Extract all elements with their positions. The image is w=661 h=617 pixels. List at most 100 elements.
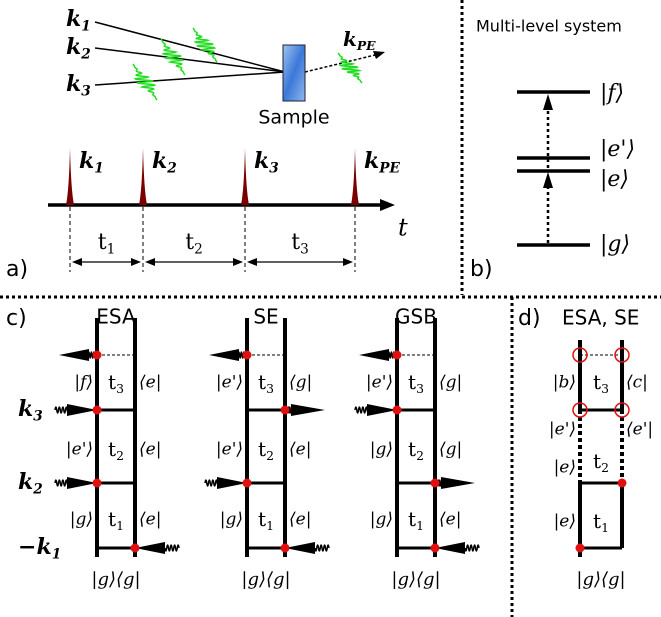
- bra: ⟨e|: [139, 440, 161, 460]
- subscript: 2: [80, 46, 90, 62]
- interaction-dot: [93, 479, 102, 488]
- interaction-dot: [618, 479, 627, 488]
- bra: ⟨e|: [439, 510, 461, 530]
- ket: |g⟩: [370, 510, 393, 530]
- bra: ⟨g|: [439, 373, 462, 393]
- pulse: [66, 148, 74, 205]
- bra: ⟨e'|: [626, 420, 653, 440]
- arrow-head: [131, 258, 141, 266]
- wavy-tail: [55, 480, 69, 486]
- interval-label: t3: [291, 230, 309, 257]
- interaction-dot: [393, 406, 402, 415]
- bra: ⟨e|: [139, 510, 161, 530]
- subscript: 1: [107, 241, 116, 257]
- interval-label: t1: [98, 230, 116, 257]
- bottom-label: |g⟩⟨g|: [576, 569, 625, 590]
- pulse: [241, 148, 249, 205]
- pulse: [351, 148, 359, 205]
- arrow-head: [247, 258, 257, 266]
- line: [95, 48, 285, 72]
- arrow-head: [543, 172, 553, 188]
- subscript: 1: [416, 518, 424, 533]
- bra: ⟨e|: [139, 373, 161, 393]
- interval-label: t3: [258, 370, 274, 396]
- wave-packet-v: [338, 53, 362, 83]
- figure: k1k2k3kPESampletk1k2k3kPEt1t2t3a)Multi-l…: [0, 0, 661, 617]
- subscript: 1: [81, 18, 90, 34]
- panel-title: Multi-level system: [476, 17, 622, 36]
- bottom-label: |g⟩⟨g|: [91, 569, 140, 590]
- bra: ⟨e|: [289, 440, 311, 460]
- arrow-head: [145, 258, 155, 266]
- subscript: 2: [601, 460, 609, 475]
- interaction-dot: [393, 351, 402, 360]
- interaction-dot: [93, 406, 102, 415]
- base: t: [98, 230, 107, 255]
- interval-label: t2: [258, 437, 274, 463]
- subscript: 3: [300, 241, 309, 257]
- subscript: 3: [33, 408, 42, 424]
- subscript: 1: [266, 518, 274, 533]
- bottom-label: |g⟩⟨g|: [241, 569, 290, 590]
- diagram-title: GSB: [395, 305, 437, 329]
- arrow-head: [291, 404, 325, 416]
- base: k: [66, 34, 81, 60]
- panel-label: b): [470, 257, 493, 282]
- ket: |g⟩: [70, 510, 93, 530]
- interaction-dot: [431, 544, 440, 553]
- subscript: 2: [166, 160, 176, 176]
- subscript: 1: [94, 160, 103, 176]
- panel-label: c): [6, 306, 27, 331]
- subscript: 1: [116, 518, 124, 533]
- interval-label: t3: [408, 370, 424, 396]
- subscript: 2: [416, 448, 424, 463]
- arrow-head: [380, 199, 395, 211]
- subscript: 2: [194, 241, 203, 257]
- time-axis-label: t: [398, 214, 408, 242]
- pulse-label: kPE: [364, 148, 400, 176]
- base: t: [108, 370, 116, 394]
- base: k: [79, 148, 94, 174]
- arrow-head: [359, 349, 389, 361]
- diagram-title: ESA, SE: [562, 306, 639, 330]
- level-label: |e'⟩: [600, 137, 635, 162]
- sample: [283, 45, 305, 101]
- bra: ⟨g|: [289, 373, 312, 393]
- interval-label: t1: [258, 507, 274, 533]
- ket: |g⟩: [220, 510, 243, 530]
- ket: |e'⟩: [216, 373, 243, 393]
- panel-label: a): [6, 257, 28, 282]
- interval-label: t2: [185, 230, 203, 257]
- arrow-head: [543, 94, 553, 110]
- subscript: PE: [356, 38, 376, 53]
- interval-label: t2: [108, 437, 124, 463]
- wavy-tail: [165, 545, 179, 551]
- line: [305, 55, 375, 72]
- beam-label: k3: [66, 71, 91, 99]
- base: t: [185, 230, 194, 255]
- interaction-dot: [431, 479, 440, 488]
- subscript: 2: [116, 448, 124, 463]
- ket: |e⟩: [554, 512, 576, 532]
- base: t: [408, 370, 416, 394]
- beam-label: k2: [66, 34, 91, 62]
- interaction-dot: [281, 544, 290, 553]
- ket: |e'⟩: [216, 440, 243, 460]
- diagram-title: SE: [253, 305, 278, 329]
- subscript: 2: [266, 448, 274, 463]
- wavy-tail: [205, 480, 219, 486]
- pulse-label: k2: [18, 469, 43, 497]
- interval-label: t2: [593, 449, 609, 475]
- subscript: 3: [601, 381, 609, 396]
- interval-label: t3: [593, 370, 609, 396]
- ket: |f⟩: [74, 373, 93, 393]
- ket: |e'⟩: [366, 373, 393, 393]
- interaction-dot: [243, 351, 252, 360]
- base: t: [593, 370, 601, 394]
- level-label: |e⟩: [600, 167, 629, 192]
- wavy-tail: [465, 545, 479, 551]
- base: k: [254, 148, 269, 174]
- base: t: [593, 509, 601, 533]
- wavy-tail: [55, 407, 69, 413]
- pulse-label: k1: [79, 148, 104, 176]
